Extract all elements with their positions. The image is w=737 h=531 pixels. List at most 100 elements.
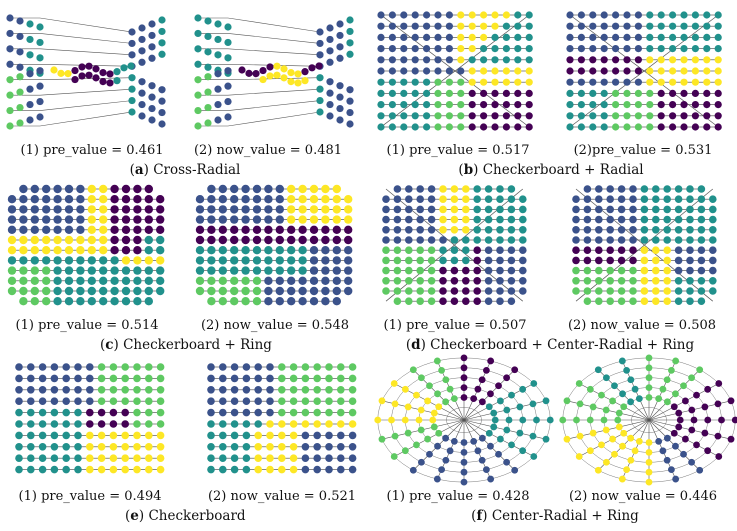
panel-name-c: Checkerboard + Ring (123, 337, 272, 353)
node (87, 286, 97, 296)
node (439, 195, 447, 203)
node (600, 78, 608, 86)
node (572, 266, 580, 275)
node (99, 256, 108, 265)
node (391, 400, 399, 408)
node (663, 226, 671, 234)
node (507, 297, 516, 305)
node (629, 215, 637, 224)
node (612, 56, 620, 64)
node (133, 276, 142, 285)
caption-f1: (1) pre_value = 0.428 (386, 489, 530, 504)
node (416, 287, 424, 295)
node (434, 11, 442, 19)
node (427, 185, 436, 193)
node (6, 14, 14, 22)
node (264, 205, 273, 214)
node (219, 420, 227, 428)
node (344, 286, 353, 296)
edge (39, 100, 133, 111)
node (148, 104, 156, 113)
node (623, 112, 631, 120)
node (133, 408, 141, 417)
node (382, 226, 390, 234)
node (669, 78, 677, 86)
node (484, 266, 493, 275)
node (252, 215, 262, 224)
node (121, 420, 129, 428)
node (572, 246, 580, 254)
radial-edge (569, 14, 719, 128)
node (663, 256, 671, 265)
node (325, 386, 333, 394)
node (423, 56, 431, 64)
node (400, 11, 408, 19)
ring (631, 407, 667, 433)
node (427, 246, 436, 254)
node (138, 100, 146, 109)
node (38, 420, 47, 428)
node (663, 398, 671, 406)
node (508, 441, 515, 449)
node (640, 195, 649, 203)
node (121, 256, 131, 265)
node (145, 374, 153, 383)
node (634, 78, 642, 86)
node (27, 386, 35, 394)
node (19, 266, 28, 275)
node (145, 454, 153, 462)
node (405, 236, 413, 244)
node (275, 266, 284, 275)
node (411, 67, 419, 75)
node (325, 465, 333, 474)
node (325, 363, 333, 371)
graph-f2-svg (559, 354, 737, 486)
node (38, 443, 47, 451)
node (266, 374, 274, 383)
node (144, 205, 153, 214)
node (109, 386, 118, 394)
node (623, 466, 630, 474)
node (462, 287, 470, 295)
node (50, 454, 59, 462)
node (16, 17, 24, 25)
node (332, 225, 341, 234)
node (427, 277, 436, 285)
node (652, 277, 660, 285)
node (287, 246, 296, 255)
node (400, 22, 408, 30)
node (309, 297, 319, 306)
node (530, 380, 538, 387)
node (514, 101, 522, 109)
node (691, 67, 699, 75)
node (382, 236, 390, 244)
node (287, 184, 296, 194)
node (727, 397, 735, 405)
node (74, 374, 82, 383)
node (674, 246, 683, 254)
node (640, 236, 649, 244)
node (416, 256, 424, 265)
node (445, 56, 453, 64)
node (76, 286, 85, 296)
node (502, 89, 510, 97)
node (62, 363, 70, 371)
node (62, 397, 70, 405)
node (615, 423, 623, 431)
node (74, 408, 82, 417)
node (629, 287, 637, 295)
node (321, 276, 330, 285)
node (241, 256, 250, 265)
node (703, 101, 711, 109)
node (629, 195, 637, 203)
node (7, 246, 17, 255)
node (468, 112, 476, 120)
node (121, 443, 129, 451)
node (264, 286, 273, 296)
node (218, 195, 227, 204)
node (218, 225, 227, 234)
node (714, 78, 722, 86)
node (109, 374, 118, 383)
node (631, 447, 639, 455)
node (390, 380, 398, 387)
